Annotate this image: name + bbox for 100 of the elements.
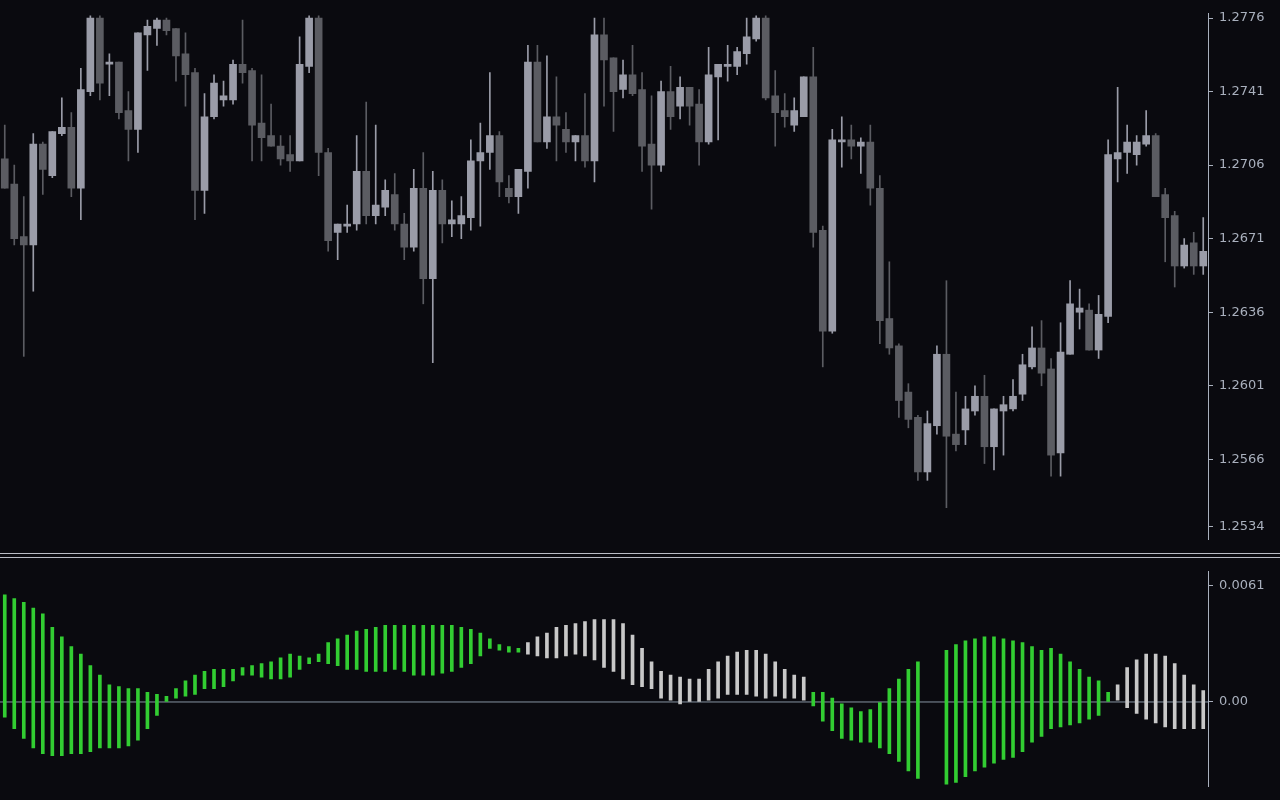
candlestick [856,137,865,174]
bar [916,661,920,779]
bar [12,598,17,730]
bar [1182,674,1187,730]
y-tick-label: 1.2706 [1219,156,1265,172]
bar [383,625,388,672]
bar [136,688,140,741]
bar [1068,661,1072,726]
bar [1201,690,1206,730]
bar [1191,684,1196,730]
bar [583,621,587,657]
candlestick [19,196,28,357]
bar [373,626,378,672]
bar [50,626,55,756]
bar [345,634,350,670]
bar [364,628,369,672]
bar [735,651,739,695]
bar [1049,648,1053,730]
bar [79,653,83,754]
bar [354,630,359,670]
bar [763,653,768,699]
bar [897,678,901,762]
bar [1153,653,1158,724]
bar [820,692,825,722]
bar [782,669,787,699]
bar [449,625,454,672]
bar [640,648,644,687]
bar [392,625,397,670]
bar [954,644,958,783]
bar [801,676,806,701]
bar [1125,667,1129,709]
bar [849,707,854,741]
bar [240,667,245,676]
bar [193,674,197,695]
candlestick [1123,124,1131,174]
bar [858,711,863,743]
candlestick [714,63,722,141]
bar [839,703,844,739]
bar [1011,640,1015,758]
bar [231,669,235,682]
bar [973,638,977,772]
y-tick-label: 1.2566 [1219,450,1265,466]
candlestick [286,135,294,172]
bar [830,697,835,732]
bar [174,688,178,699]
bar [155,693,159,716]
bar [402,625,407,672]
bar [469,628,473,665]
bar [1172,663,1177,730]
bar [621,623,625,680]
bar [545,632,549,659]
y-tick-label: 0.0061 [1219,576,1265,592]
bar [421,625,426,676]
bar [212,669,216,689]
bar [564,625,568,657]
bar [516,648,521,653]
bar [1163,655,1168,728]
bar [117,686,121,749]
candlestick [1142,110,1150,147]
candlestick [780,93,789,128]
bar [716,661,720,699]
y-tick-label: 1.2741 [1219,82,1265,98]
bar [1144,653,1148,720]
bar [792,674,797,699]
bar [326,642,330,665]
bar [678,676,682,705]
y-tick-label: 1.2671 [1219,230,1265,246]
bar [269,661,273,680]
bar [440,625,445,674]
bar [697,678,701,702]
bar [430,625,435,676]
bar [459,626,464,668]
y-tick-label: 1.2776 [1219,9,1265,25]
bar [992,636,996,764]
candlestick [58,97,66,137]
bar [250,665,254,676]
bar [754,649,759,697]
bar [659,671,663,699]
bar [773,661,778,697]
candlestick [486,72,494,170]
bar [98,674,102,749]
bar [1106,692,1110,702]
bar [507,646,511,653]
bar [307,657,311,665]
bar [288,653,292,678]
y-tick-label: 0.00 [1219,693,1248,709]
bar [488,638,492,649]
bar [60,636,64,756]
y-tick-label: 1.2636 [1219,303,1265,319]
candlestick [952,391,960,452]
y-tick-label: 1.2534 [1219,517,1265,533]
candlestick [847,124,856,160]
bar [526,642,530,655]
bar [40,613,45,754]
bar [31,607,36,749]
y-tick-label: 1.2601 [1219,377,1265,393]
bar [1087,676,1091,720]
bar [744,649,749,695]
bar [1030,646,1034,743]
bar [2,594,7,718]
